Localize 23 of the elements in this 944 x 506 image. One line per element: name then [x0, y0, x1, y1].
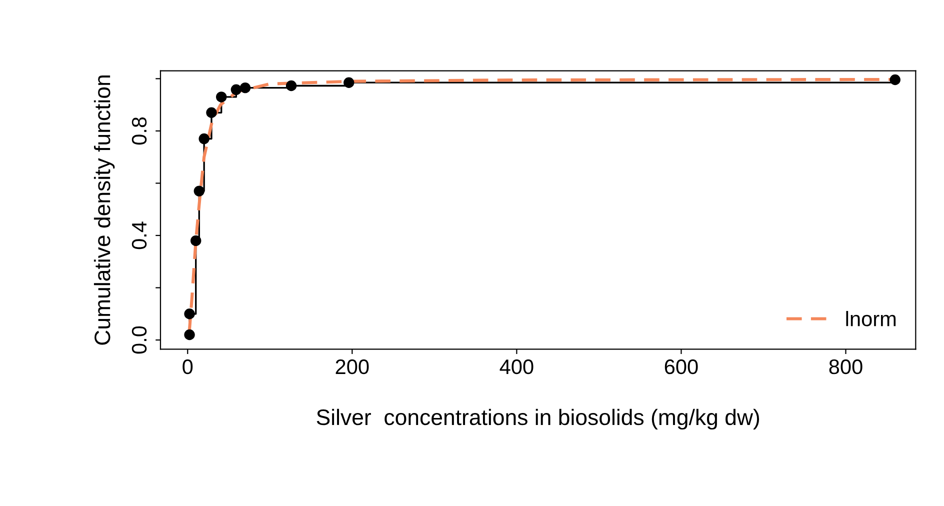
legend-label: lnorm [846, 310, 896, 326]
point [184, 329, 195, 340]
point [230, 84, 242, 96]
point [240, 82, 251, 94]
point [194, 186, 204, 196]
point [286, 80, 297, 92]
x-tick-label: 0 [182, 359, 193, 374]
point [206, 107, 217, 118]
y-tick-label: 0.0 [132, 326, 147, 354]
y-tick-label: 0.8 [132, 117, 147, 145]
point [190, 235, 202, 246]
point [216, 92, 227, 102]
point [344, 77, 354, 88]
x-tick-label: 600 [664, 359, 698, 374]
x-tick-label: 400 [500, 359, 534, 374]
y-axis-title: Cumulative density function [94, 76, 115, 345]
y-tick-label: 0.4 [132, 222, 147, 250]
x-tick-label: 200 [336, 359, 369, 374]
point [184, 308, 195, 320]
point [890, 74, 900, 86]
point [198, 133, 210, 144]
x-tick-label: 800 [829, 359, 862, 374]
x-axis-title: Silver concentrations in biosolids (mg/kg dw) [316, 408, 760, 430]
